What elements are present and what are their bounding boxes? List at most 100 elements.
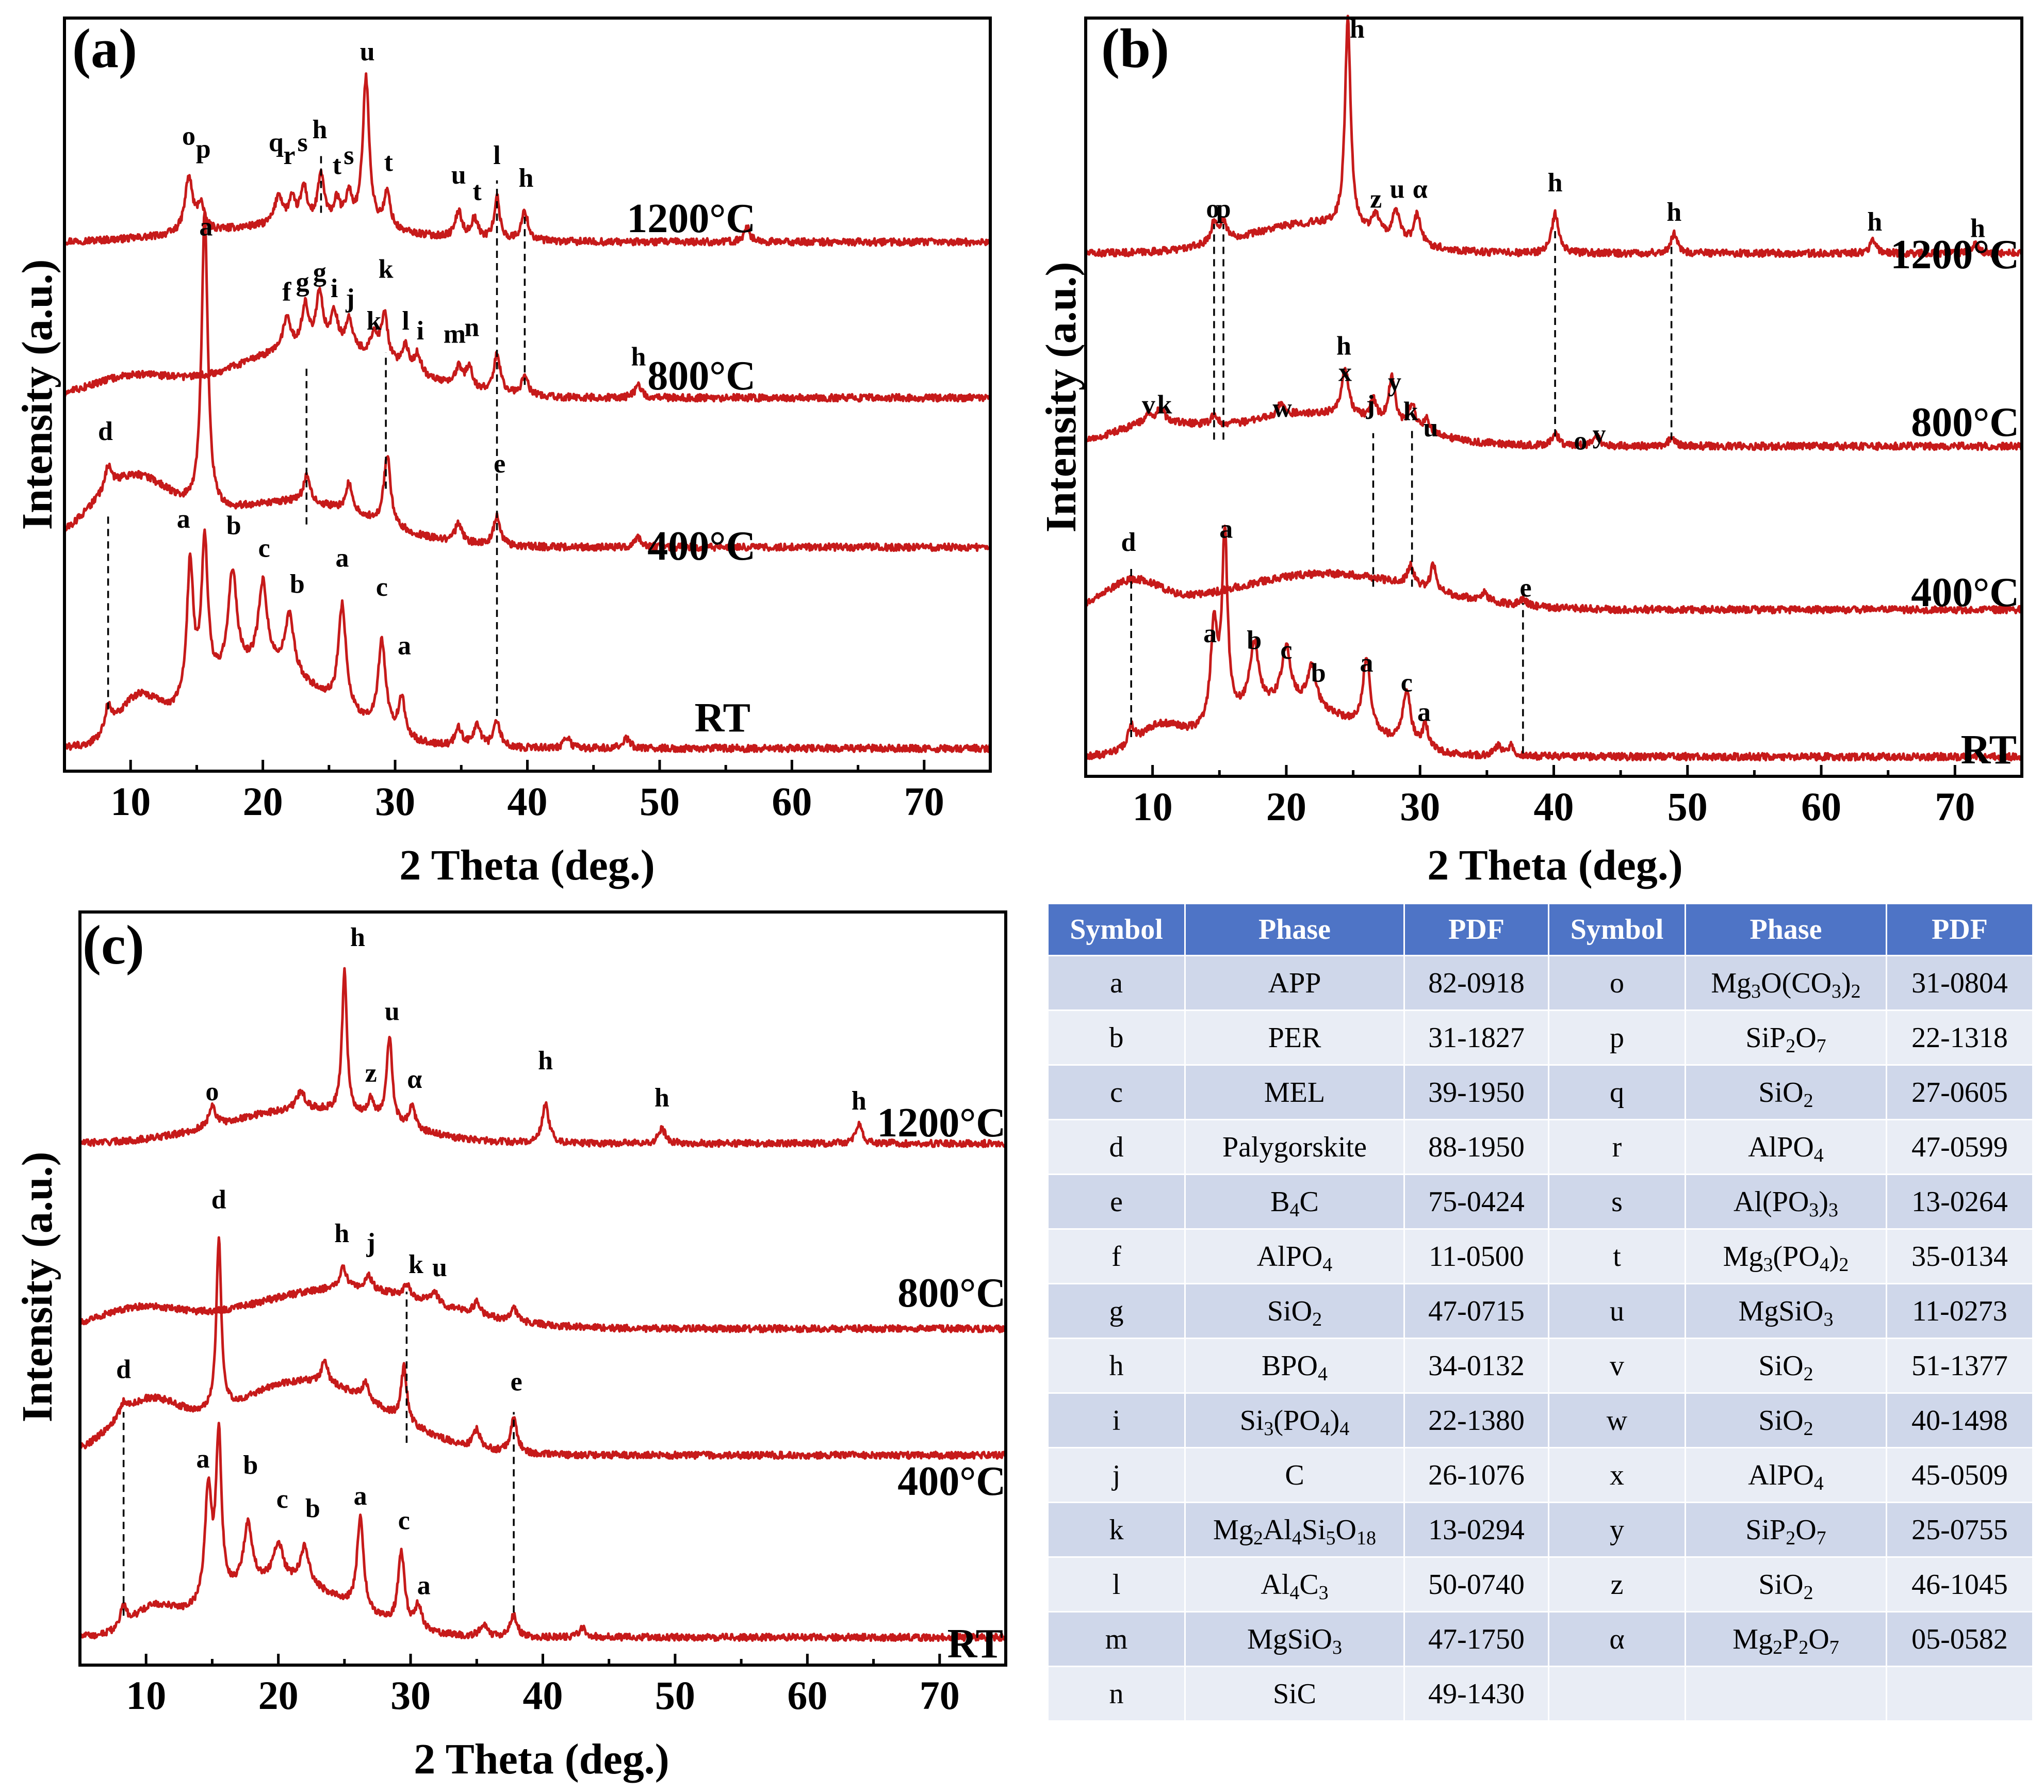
peak-label: c (376, 573, 388, 602)
symbol-cell (1548, 1666, 1686, 1722)
peak-label: h (350, 923, 365, 952)
symbol-cell: t (1548, 1228, 1686, 1284)
x-tick-label: 40 (1534, 784, 1574, 829)
panel-label: (b) (1101, 18, 1169, 79)
phase-cell: AlPO4 (1685, 1447, 1887, 1503)
phase-cell: SiO2 (1184, 1283, 1405, 1339)
peak-label: k (367, 306, 382, 336)
peak-label: d (1121, 528, 1136, 557)
peak-label: k (379, 254, 394, 284)
symbol-cell: n (1047, 1666, 1186, 1722)
symbol-cell: f (1047, 1228, 1186, 1284)
phase-table: Symbol Phase PDF Symbol Phase PDF a APP 82… (1047, 903, 2034, 1722)
pdf-cell: 26-1076 (1403, 1447, 1549, 1503)
table-row: d Palygorskite 88-1950 r AlPO4 47-0599 (1047, 1119, 2034, 1175)
symbol-cell: k (1047, 1502, 1186, 1558)
peak-label: y (1388, 367, 1401, 397)
x-axis-label: 2 Theta (deg.) (1427, 841, 1682, 889)
phase-cell: Al4C3 (1184, 1556, 1405, 1612)
phase-cell: Al(PO3)3 (1685, 1174, 1887, 1230)
peak-label: z (365, 1058, 377, 1088)
table-row: c MEL 39-1950 q SiO2 27-0605 (1047, 1064, 2034, 1120)
phase-cell: Mg3O(CO3)2 (1685, 955, 1887, 1011)
pdf-cell: 47-0599 (1886, 1119, 2034, 1175)
symbol-cell: u (1548, 1283, 1686, 1339)
peak-label: h (312, 115, 327, 144)
peak-label: t (384, 148, 394, 177)
peak-label: t (333, 151, 342, 180)
peak-label: α (407, 1065, 422, 1094)
phase-cell: SiO2 (1685, 1064, 1887, 1120)
peak-label: k (408, 1250, 423, 1279)
temperature-label: 800°C (1911, 400, 2019, 445)
phase-cell: Mg2Al4Si5O18 (1184, 1502, 1405, 1558)
pdf-cell: 40-1498 (1886, 1392, 2034, 1448)
peak-label: d (211, 1185, 226, 1214)
peak-label: u (385, 997, 400, 1026)
panel-label: (c) (83, 915, 144, 976)
symbol-cell: s (1548, 1174, 1686, 1230)
symbol-cell: e (1047, 1174, 1186, 1230)
peak-label: o (182, 121, 195, 151)
x-axis-label: 2 Theta (deg.) (414, 1735, 669, 1783)
pdf-cell: 13-0264 (1886, 1174, 2034, 1230)
x-tick-label: 60 (772, 779, 812, 824)
peak-label: h (1548, 168, 1563, 198)
header-pdf: PDF (1403, 903, 1549, 956)
peak-label: a (199, 213, 212, 242)
peak-label: a (177, 504, 190, 534)
peak-label: b (305, 1494, 320, 1523)
peak-label: b (243, 1451, 258, 1480)
phase-cell: AlPO4 (1184, 1228, 1405, 1284)
pdf-cell: 35-0134 (1886, 1228, 2034, 1284)
series-400°C (78, 1236, 1007, 1460)
peak-label: h (852, 1086, 866, 1116)
plot-frame (1084, 17, 2023, 778)
pdf-cell: 11-0500 (1403, 1228, 1549, 1284)
peak-label: u (360, 37, 375, 67)
phase-cell: C (1184, 1447, 1405, 1503)
header-phase: Phase (1685, 903, 1887, 956)
header-phase: Phase (1184, 903, 1405, 956)
peak-label: s (344, 141, 354, 170)
temperature-label: RT (695, 695, 750, 741)
peak-label: h (631, 342, 646, 371)
peak-label: α (1413, 174, 1428, 204)
x-tick-label: 20 (1266, 784, 1306, 829)
x-tick-label: 20 (243, 779, 283, 824)
table-row: n SiC 49-1430 (1047, 1666, 2034, 1722)
peak-label: b (1247, 626, 1262, 655)
x-axis-label: 2 Theta (deg.) (399, 841, 655, 889)
table-row: b PER 31-1827 p SiP2O7 22-1318 (1047, 1009, 2034, 1066)
peak-label: a (196, 1444, 209, 1474)
peak-label: d (116, 1355, 131, 1384)
temperature-label: 400°C (897, 1459, 1006, 1504)
peak-label: u (1423, 413, 1438, 443)
symbol-cell: m (1047, 1611, 1186, 1667)
pdf-cell: 11-0273 (1886, 1283, 2034, 1339)
peak-label: c (258, 534, 270, 563)
symbol-cell: o (1548, 955, 1686, 1011)
series-1200°C (63, 72, 992, 247)
temperature-label: 1200°C (627, 196, 756, 241)
peak-label: d (98, 417, 113, 446)
phase-cell: SiO2 (1685, 1338, 1887, 1394)
peak-label: y (1593, 420, 1606, 449)
symbol-cell: l (1047, 1556, 1186, 1612)
x-tick-label: 60 (1801, 784, 1841, 829)
x-tick-label: 40 (508, 779, 548, 824)
x-tick-label: 60 (787, 1673, 827, 1718)
peak-label: r (283, 141, 295, 170)
pdf-cell: 46-1045 (1886, 1556, 2034, 1612)
pdf-cell: 25-0755 (1886, 1502, 2034, 1558)
x-tick-label: 10 (126, 1673, 166, 1718)
peak-label: g (313, 258, 326, 287)
pdf-cell: 34-0132 (1403, 1338, 1549, 1394)
peak-label: h (538, 1046, 553, 1076)
series-RT (78, 1422, 1007, 1642)
peak-label: a (1360, 648, 1373, 678)
phase-cell: APP (1184, 955, 1405, 1011)
symbol-cell: i (1047, 1392, 1186, 1448)
